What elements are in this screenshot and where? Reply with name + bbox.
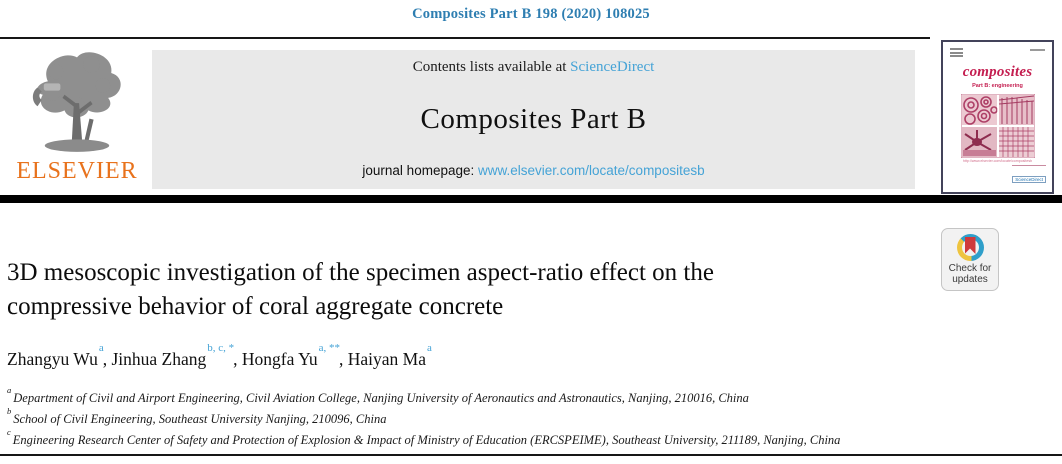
cover-masthead-lines <box>950 48 963 59</box>
journal-citation: Composites Part B 198 (2020) 108025 <box>412 6 650 22</box>
cover-magazine-title: composites <box>962 64 1033 80</box>
author-name[interactable]: Hongfa Yu <box>241 349 318 369</box>
affiliation: aDepartment of Civil and Airport Enginee… <box>7 384 749 405</box>
author-affil-sup: a <box>426 342 432 355</box>
author-name[interactable]: Jinhua Zhang <box>111 349 207 369</box>
journal-name: Composites Part B <box>420 103 647 135</box>
journal-banner: Contents lists available at ScienceDirec… <box>152 50 915 189</box>
article-title-line2: compressive behavior of coral aggregate … <box>7 293 504 320</box>
author-name[interactable]: Zhangyu Wu <box>7 349 98 369</box>
author: Hongfa Yua, **, <box>241 342 348 369</box>
check-for-updates-badge[interactable]: Check for updates <box>941 228 999 291</box>
cover-url-text: http://www.elsevier.com/locate/composite… <box>962 159 1033 163</box>
elsevier-logo[interactable]: ELSEVIER <box>6 46 148 188</box>
abstract-top-rule <box>0 454 1062 456</box>
author: Jinhua Zhangb, c, *, <box>111 342 242 369</box>
check-for-updates-label: Check for updates <box>948 263 992 285</box>
header-top-rule <box>0 37 930 39</box>
author-name[interactable]: Haiyan Ma <box>347 349 426 369</box>
homepage-link[interactable]: www.elsevier.com/locate/compositesb <box>478 163 705 178</box>
cover-issue-line <box>1030 49 1045 51</box>
affiliation: cEngineering Research Center of Safety a… <box>7 426 841 447</box>
affiliation-list: aDepartment of Civil and Airport Enginee… <box>7 384 841 451</box>
contents-line: Contents lists available at ScienceDirec… <box>413 59 655 76</box>
cover-magazine-subtitle: Part B: engineering <box>972 83 1023 89</box>
article-title: 3D mesoscopic investigation of the speci… <box>7 256 907 324</box>
sciencedirect-link[interactable]: ScienceDirect <box>570 59 655 75</box>
author: Zhangyu Wua, <box>7 342 112 369</box>
affiliation: bSchool of Civil Engineering, Southeast … <box>7 405 387 426</box>
crossmark-ring-icon <box>956 234 984 261</box>
article-title-line1: 3D mesoscopic investigation of the speci… <box>7 259 714 286</box>
elsevier-wordmark: ELSEVIER <box>16 158 138 184</box>
author-list: Zhangyu Wua, Jinhua Zhangb, c, *, Hongfa… <box>7 342 432 370</box>
cover-footer: ScienceDirect <box>1012 164 1046 187</box>
homepage-prefix: journal homepage: <box>362 163 478 178</box>
cover-sciencedirect-badge: ScienceDirect <box>1012 176 1046 183</box>
author-affil-sup: b, c, * <box>207 342 235 355</box>
cover-artwork <box>947 94 1048 158</box>
elsevier-tree-icon <box>6 46 148 156</box>
homepage-line: journal homepage: www.elsevier.com/locat… <box>362 163 704 178</box>
crossmark-bookmark-icon <box>964 237 976 254</box>
contents-prefix: Contents lists available at <box>412 59 571 75</box>
header-divider-rule <box>0 195 1062 203</box>
journal-cover-thumbnail[interactable]: composites Part B: engineering <box>941 40 1054 194</box>
author-affil-sup: a <box>98 342 104 355</box>
author: Haiyan Maa <box>347 343 432 369</box>
author-affil-sup: a, ** <box>318 342 340 355</box>
